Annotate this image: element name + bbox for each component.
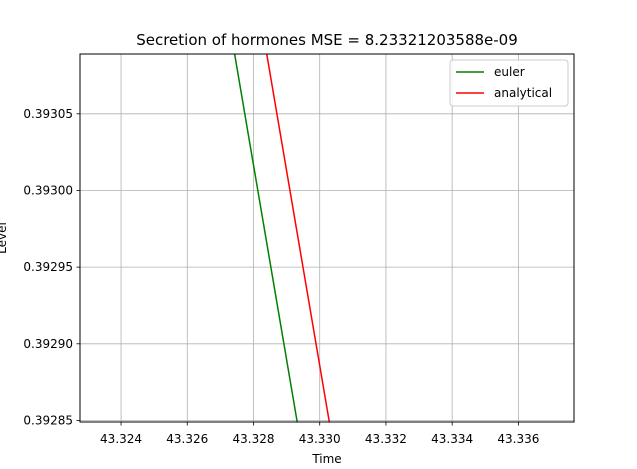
legend-entry-euler: euler [494, 65, 525, 79]
series-line-analytical [266, 53, 331, 423]
plot-area-frame [79, 53, 575, 423]
x-tick-label: 43.330 [299, 432, 341, 446]
x-tick-label: 43.324 [100, 432, 142, 446]
x-tick-label: 43.332 [365, 432, 407, 446]
series-line-euler [233, 53, 298, 423]
x-tick-label: 43.336 [497, 432, 539, 446]
x-tick-label: 43.326 [166, 432, 208, 446]
y-tick-label: 0.39300 [23, 183, 73, 197]
legend: euler analytical [449, 59, 569, 107]
x-tick-label: 43.328 [232, 432, 274, 446]
x-tick-label: 43.334 [431, 432, 473, 446]
x-axis-ticks: 43.324 43.326 43.328 43.330 43.332 43.334 43.3… [100, 422, 539, 446]
y-axis-ticks: 0.39285 0.39290 0.39295 0.39300 0.39305 [23, 107, 80, 427]
series-lines [233, 53, 331, 423]
grid [80, 54, 574, 422]
y-tick-label: 0.39285 [23, 413, 73, 427]
chart-title: Secretion of hormones MSE = 8.2332120358… [136, 31, 518, 49]
legend-entry-analytical: analytical [494, 86, 552, 100]
x-axis-label: Time [311, 452, 341, 466]
y-tick-label: 0.39290 [23, 337, 73, 351]
y-axis-label: Level [0, 222, 9, 254]
y-tick-label: 0.39305 [23, 107, 73, 121]
y-tick-label: 0.39295 [23, 260, 73, 274]
